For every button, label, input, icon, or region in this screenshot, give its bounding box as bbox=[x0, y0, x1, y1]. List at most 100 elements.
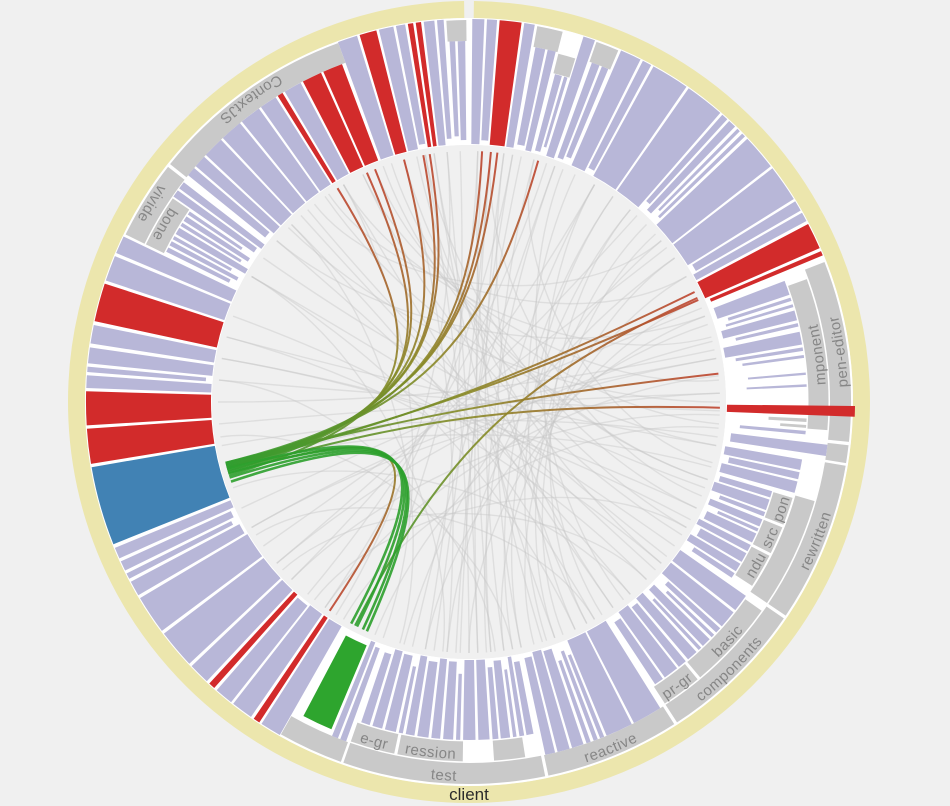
file-segment[interactable] bbox=[323, 64, 379, 166]
directory-arc[interactable] bbox=[750, 495, 815, 603]
file-segment[interactable] bbox=[665, 581, 721, 633]
file-segment[interactable] bbox=[338, 35, 394, 160]
file-segment[interactable] bbox=[188, 168, 270, 238]
file-segment[interactable] bbox=[661, 562, 734, 627]
file-segment[interactable] bbox=[567, 632, 632, 736]
file-segment[interactable] bbox=[361, 652, 392, 726]
file-segment[interactable] bbox=[253, 615, 328, 723]
file-segment[interactable] bbox=[489, 20, 522, 147]
file-segment[interactable] bbox=[742, 355, 805, 366]
file-segment[interactable] bbox=[658, 128, 740, 212]
file-segment[interactable] bbox=[187, 211, 243, 251]
directory-arc[interactable] bbox=[825, 442, 849, 464]
file-segment[interactable] bbox=[166, 247, 231, 283]
directory-arc[interactable] bbox=[170, 43, 346, 178]
file-segment[interactable] bbox=[340, 646, 380, 742]
file-segment[interactable] bbox=[86, 375, 212, 393]
file-segment[interactable] bbox=[658, 133, 745, 219]
file-segment[interactable] bbox=[94, 283, 224, 348]
file-segment[interactable] bbox=[546, 36, 595, 159]
file-segment[interactable] bbox=[517, 47, 546, 146]
file-segment[interactable] bbox=[696, 528, 747, 562]
file-segment[interactable] bbox=[693, 212, 807, 281]
file-segment[interactable] bbox=[560, 650, 598, 741]
directory-arc[interactable] bbox=[589, 41, 619, 70]
directory-arc[interactable] bbox=[446, 20, 467, 42]
file-segment[interactable] bbox=[686, 534, 741, 572]
file-segment[interactable] bbox=[88, 347, 214, 376]
file-segment[interactable] bbox=[457, 41, 467, 141]
file-segment[interactable] bbox=[656, 138, 771, 244]
file-segment[interactable] bbox=[172, 236, 232, 271]
file-segment[interactable] bbox=[673, 168, 794, 266]
file-segment[interactable] bbox=[415, 22, 437, 147]
file-segment[interactable] bbox=[593, 66, 687, 190]
file-segment[interactable] bbox=[487, 667, 499, 740]
file-segment[interactable] bbox=[513, 661, 534, 736]
file-segment[interactable] bbox=[407, 23, 432, 148]
directory-arc[interactable] bbox=[280, 716, 349, 762]
file-segment[interactable] bbox=[359, 30, 407, 155]
file-segment[interactable] bbox=[711, 481, 770, 511]
file-segment[interactable] bbox=[303, 635, 367, 730]
file-segment[interactable] bbox=[222, 123, 306, 214]
file-segment[interactable] bbox=[728, 457, 800, 480]
directory-arc[interactable] bbox=[653, 663, 698, 704]
file-segment[interactable] bbox=[332, 640, 376, 739]
file-segment[interactable] bbox=[183, 216, 250, 262]
file-segment[interactable] bbox=[277, 92, 336, 184]
file-segment[interactable] bbox=[205, 139, 292, 226]
file-segment[interactable] bbox=[525, 49, 556, 152]
file-segment[interactable] bbox=[665, 590, 715, 638]
file-segment[interactable] bbox=[697, 224, 820, 299]
file-segment[interactable] bbox=[471, 19, 485, 145]
file-segment[interactable] bbox=[571, 50, 641, 172]
directory-arc[interactable] bbox=[687, 599, 762, 678]
file-segment[interactable] bbox=[504, 669, 517, 738]
file-segment[interactable] bbox=[378, 26, 418, 152]
directory-arc[interactable] bbox=[768, 462, 846, 616]
file-segment[interactable] bbox=[481, 19, 498, 141]
file-segment[interactable] bbox=[114, 500, 234, 559]
file-segment[interactable] bbox=[692, 201, 801, 271]
file-segment[interactable] bbox=[721, 310, 797, 339]
file-segment[interactable] bbox=[417, 660, 438, 738]
directory-arc[interactable] bbox=[543, 706, 675, 776]
file-segment[interactable] bbox=[180, 222, 242, 263]
root-ring[interactable] bbox=[68, 1, 870, 803]
file-segment[interactable] bbox=[284, 82, 349, 181]
directory-arc[interactable] bbox=[752, 519, 783, 554]
file-segment[interactable] bbox=[727, 297, 792, 321]
file-segment[interactable] bbox=[233, 605, 323, 717]
directory-arc[interactable] bbox=[350, 722, 399, 754]
file-segment[interactable] bbox=[532, 649, 570, 752]
file-segment[interactable] bbox=[116, 236, 237, 302]
file-segment[interactable] bbox=[437, 19, 452, 139]
file-segment[interactable] bbox=[463, 660, 476, 740]
file-segment[interactable] bbox=[191, 579, 293, 682]
file-segment[interactable] bbox=[557, 62, 600, 160]
directory-arc[interactable] bbox=[735, 546, 770, 586]
file-segment[interactable] bbox=[735, 323, 799, 341]
file-segment[interactable] bbox=[723, 331, 803, 358]
file-segment[interactable] bbox=[302, 72, 364, 173]
file-segment[interactable] bbox=[90, 325, 217, 363]
directory-arc[interactable] bbox=[125, 166, 185, 244]
file-segment[interactable] bbox=[543, 648, 584, 748]
file-segment[interactable] bbox=[216, 597, 308, 703]
directory-arc[interactable] bbox=[492, 737, 526, 761]
file-segment[interactable] bbox=[708, 498, 763, 527]
file-segment[interactable] bbox=[506, 23, 535, 148]
file-segment[interactable] bbox=[261, 618, 342, 735]
file-segment[interactable] bbox=[726, 404, 855, 417]
directory-arc[interactable] bbox=[553, 53, 576, 78]
directory-arc[interactable] bbox=[343, 742, 546, 784]
file-segment[interactable] bbox=[649, 584, 710, 646]
file-segment[interactable] bbox=[91, 445, 230, 545]
file-segment[interactable] bbox=[195, 156, 280, 234]
file-segment[interactable] bbox=[241, 108, 319, 202]
file-segment[interactable] bbox=[175, 227, 248, 274]
directory-arc[interactable] bbox=[533, 26, 563, 53]
file-segment[interactable] bbox=[209, 591, 298, 688]
